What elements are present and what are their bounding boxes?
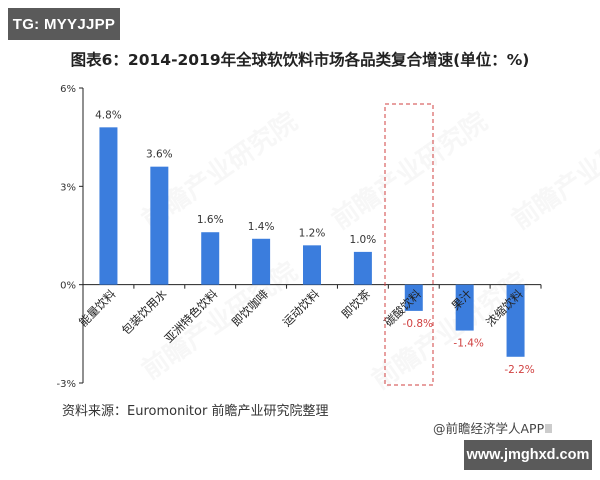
top-watermark-tag: TG: MYYJJPP — [8, 8, 120, 40]
data-label-negative: -1.4% — [453, 338, 483, 350]
credit-square-icon — [545, 424, 553, 433]
y-tick-label: -3% — [57, 379, 76, 390]
y-tick-label: 6% — [60, 84, 76, 95]
x-category-label: 包装饮用水 — [119, 287, 170, 338]
data-label: 3.6% — [146, 149, 173, 161]
data-label: 4.8% — [95, 109, 122, 121]
data-label: 1.0% — [350, 234, 377, 246]
chart-title: 图表6：2014-2019年全球软饮料市场各品类复合增速(单位：%) — [70, 51, 530, 69]
data-label: 1.2% — [299, 227, 326, 239]
y-tick-label: 3% — [60, 182, 76, 193]
data-label: 1.6% — [197, 214, 224, 226]
bar — [252, 238, 271, 285]
bar — [99, 127, 118, 285]
data-label: 1.4% — [248, 221, 275, 233]
bars — [99, 127, 525, 357]
highlight-box — [384, 103, 434, 386]
data-labels: 4.8% 3.6% 1.6% 1.4% 1.2% 1.0% -0.8% -1.4% -2.2% — [95, 109, 535, 375]
bar — [506, 284, 525, 357]
data-label-negative: -0.8% — [403, 318, 433, 330]
bar — [150, 166, 169, 285]
x-category-label: 即饮茶 — [339, 287, 374, 322]
bar — [303, 245, 321, 285]
credit-label: @前瞻经济学人APP — [433, 421, 545, 436]
watermark-text: 前瞻产业研究院 — [506, 106, 600, 236]
bar — [201, 232, 220, 285]
bottom-watermark-tag: www.jmghxd.com — [464, 440, 592, 470]
source-note: 资料来源：Euromonitor 前瞻产业研究院整理 — [62, 404, 329, 419]
watermark-text: 前瞻产业研究院 — [326, 106, 493, 236]
credit-text: @前瞻经济学人APP — [433, 418, 553, 437]
data-label-negative: -2.2% — [504, 364, 534, 376]
bar — [404, 284, 423, 311]
bar — [353, 251, 372, 285]
bar — [455, 284, 474, 331]
y-tick-label: 0% — [60, 281, 76, 292]
